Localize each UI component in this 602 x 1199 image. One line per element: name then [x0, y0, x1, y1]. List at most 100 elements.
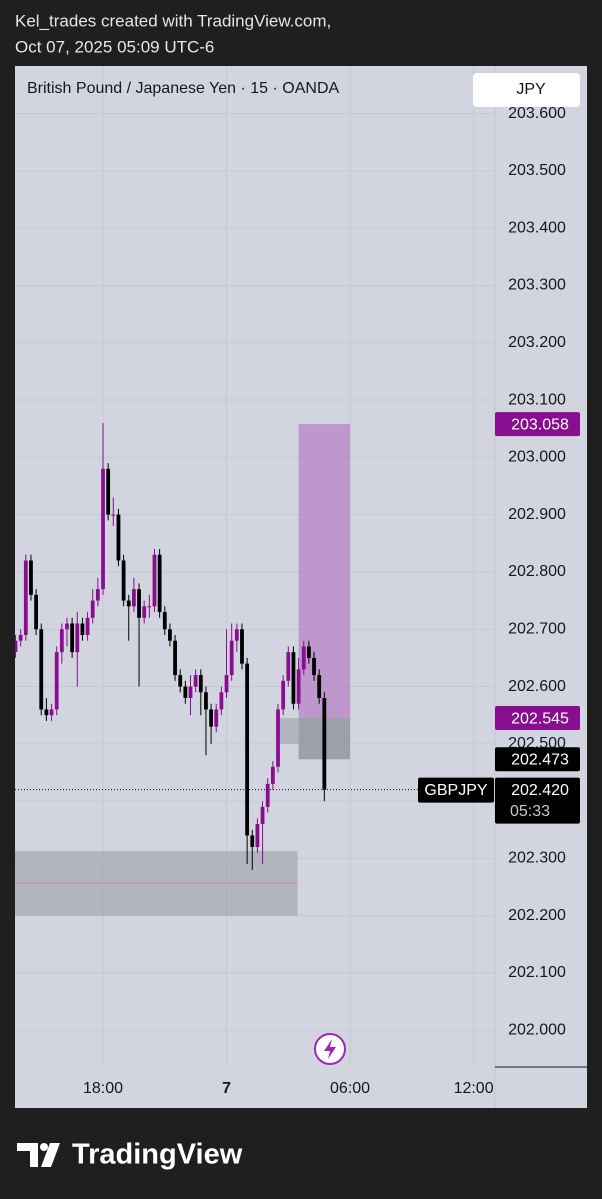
candle-body [168, 629, 172, 641]
y-tick-label: 203.200 [508, 334, 566, 351]
candle-body [317, 675, 322, 698]
candle-body [75, 623, 80, 653]
y-tick-label: 203.400 [508, 219, 566, 236]
header-line: Oct 07, 2025 05:09 UTC-6 [15, 37, 214, 56]
logo-shape [41, 1143, 60, 1167]
zone [280, 718, 299, 744]
candle-body [296, 669, 301, 704]
zones [15, 424, 351, 916]
candle-body [29, 560, 33, 595]
candle-body [312, 657, 316, 676]
candle-body [204, 692, 208, 710]
candle-body [234, 629, 239, 641]
y-tick-label: 202.300 [508, 850, 566, 867]
candles [15, 422, 495, 870]
currency-label[interactable]: JPY [516, 81, 546, 98]
grid [15, 66, 495, 1067]
candle-body [173, 640, 177, 676]
candle-body [126, 600, 131, 607]
x-tick-label: 12:00 [454, 1080, 494, 1097]
candle-body [142, 606, 147, 618]
logo-shape [17, 1143, 38, 1167]
candle-body [157, 554, 162, 613]
header-line: Kel_trades created with TradingView.com, [15, 11, 331, 30]
candle-body [18, 634, 23, 641]
candle-body [270, 766, 275, 784]
candle-body [276, 709, 280, 767]
candle-body [240, 629, 244, 664]
candle-body [162, 612, 167, 630]
candle-body [121, 560, 126, 601]
candle-body [44, 709, 49, 716]
candle-body [301, 646, 306, 670]
y-tick-label: 202.800 [508, 563, 566, 580]
candle-body [255, 824, 260, 847]
x-tick-label: 06:00 [330, 1080, 370, 1097]
candle-body [39, 629, 44, 710]
candle-body [209, 709, 213, 727]
y-tick-label: 202.000 [508, 1022, 566, 1039]
candle-body [193, 675, 198, 687]
last-price-tag [495, 777, 580, 824]
candle-body [95, 589, 100, 601]
candle-body [59, 629, 64, 653]
candle-body [286, 652, 291, 681]
y-tick-label: 203.500 [508, 162, 566, 179]
candle-body [111, 514, 116, 516]
candle-body [219, 692, 224, 710]
y-tick-label: 202.600 [508, 678, 566, 695]
candle-body [281, 680, 286, 710]
candle-body [188, 686, 193, 698]
candle-body [101, 468, 105, 590]
candle-body [152, 554, 157, 607]
x-tick-label: 18:00 [83, 1080, 123, 1097]
brand-name: TradingView [72, 1139, 243, 1171]
y-tick-label: 203.000 [508, 449, 566, 466]
candle-body [147, 606, 152, 608]
price-tag-label: 202.545 [511, 710, 569, 727]
price-tag-label: 202.473 [511, 752, 569, 769]
symbol-label: GBPJPY [424, 782, 487, 799]
price-tag [495, 412, 580, 437]
candle-body [214, 709, 219, 727]
bolt [324, 1039, 336, 1059]
candle-body [54, 652, 59, 710]
candle-body [306, 646, 311, 658]
y-tick-label: 202.100 [508, 964, 566, 981]
candle-body [34, 594, 39, 630]
candle-body [291, 652, 296, 704]
candle-body [23, 560, 28, 635]
candle-body [229, 640, 234, 676]
candle-body [90, 600, 95, 618]
candle-body [116, 514, 121, 561]
candle-body [49, 709, 54, 716]
candle-body [15, 640, 18, 653]
candle-body [85, 617, 90, 635]
candle-body [250, 835, 255, 847]
candle-body [131, 589, 136, 607]
y-tick-label: 203.300 [508, 277, 566, 294]
y-tick-label: 202.200 [508, 907, 566, 924]
chart-title: British Pound / Japanese Yen · 15 · OAND… [27, 80, 340, 97]
chart-panel [15, 66, 587, 1108]
countdown: 05:33 [510, 803, 550, 820]
candle-body [106, 468, 111, 515]
candle-body [260, 806, 265, 825]
y-tick-label: 203.600 [508, 105, 566, 122]
last-price-label: 202.420 [511, 782, 569, 799]
candle-body [183, 686, 188, 698]
candle-body [70, 623, 75, 653]
zone [298, 424, 351, 719]
candle-body [178, 675, 183, 687]
currency-button[interactable] [473, 73, 580, 107]
y-tick-label: 202.900 [508, 506, 566, 523]
brand-logo [17, 1143, 60, 1167]
candle-body [80, 623, 85, 635]
candle-body [137, 589, 141, 618]
x-tick-label: 7 [222, 1080, 231, 1097]
candle-body [224, 675, 229, 693]
price-tags: 203.058 202.545 202.473 202.420 05:33 GBPJPY [418, 412, 580, 824]
candle-body [245, 663, 250, 836]
candle-body [65, 623, 69, 630]
